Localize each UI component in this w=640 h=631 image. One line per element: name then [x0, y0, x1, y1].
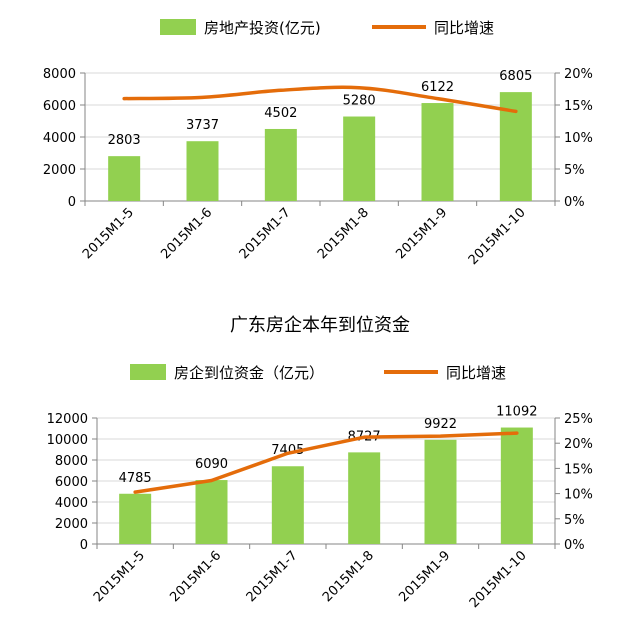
chart2-bar: [271, 466, 304, 544]
chart1-investment: 0 2000 4000 6000 8000 0% 5% 10% 15% 20% 2803 3737 45…: [43, 67, 593, 268]
chart2-legend-bar-swatch: [130, 364, 166, 380]
chart2-y-tick-label: 12000: [47, 412, 88, 427]
chart1-data-label: 6805: [499, 69, 532, 84]
chart2-y2-tick-label: 10%: [564, 488, 593, 503]
chart1-y-tick-label: 8000: [43, 67, 76, 82]
chart2-x-tick-label: 2015M1-9: [396, 548, 453, 605]
chart1-x-tick-label: 2015M1-10: [466, 205, 529, 268]
chart1-legend: 房地产投资(亿元) 同比增速: [160, 19, 494, 37]
chart2-legend-bar-label: 房企到位资金（亿元）: [174, 364, 324, 382]
chart2-y-tick-label: 8000: [55, 454, 88, 469]
chart1-y2-tick-label: 20%: [564, 67, 593, 82]
chart2-y2-tick-label: 25%: [564, 412, 593, 427]
chart2-y-tick-label: 4000: [55, 496, 88, 511]
chart1-x-tick-label: 2015M1-6: [158, 205, 215, 262]
chart1-bar: [343, 116, 376, 201]
chart1-data-label: 6122: [421, 80, 454, 95]
chart1-bar: [108, 156, 141, 201]
chart2-bar: [424, 439, 457, 544]
chart2-x-tick-label: 2015M1-6: [167, 548, 224, 605]
chart2-x-tick-label: 2015M1-10: [467, 548, 530, 611]
chart1-y2-tick-label: 10%: [564, 131, 593, 146]
chart2-y2-tick-label: 15%: [564, 462, 593, 477]
chart2-y2-tick-label: 20%: [564, 437, 593, 452]
chart2-bar: [119, 493, 152, 544]
chart1-bar: [186, 141, 219, 201]
chart2-bar: [195, 480, 228, 544]
chart2-bar: [500, 427, 533, 544]
chart1-y-tick-label: 6000: [43, 99, 76, 114]
chart1-y2-tick-label: 0%: [564, 195, 585, 210]
chart2-x-tick-label: 2015M1-7: [244, 548, 301, 605]
chart1-x-tick-label: 2015M1-7: [237, 205, 294, 262]
chart1-legend-bar-label: 房地产投资(亿元): [204, 19, 321, 37]
chart2-y-tick-label: 10000: [47, 433, 88, 448]
chart1-legend-line-label: 同比增速: [434, 19, 494, 37]
chart2-data-label: 11092: [496, 405, 537, 420]
chart1-growth-line: [122, 85, 518, 114]
chart1-data-label: 5280: [343, 94, 376, 109]
chart2-y-tick-label: 6000: [55, 475, 88, 490]
chart1-data-label: 2803: [108, 133, 141, 148]
chart2-growth-line: [133, 431, 519, 494]
chart2-data-label: 4785: [119, 471, 152, 486]
chart1-y2-tick-label: 15%: [564, 99, 593, 114]
chart2-legend-line-label: 同比增速: [446, 364, 506, 382]
chart1-y-tick-label: 2000: [43, 163, 76, 178]
chart1-legend-bar-swatch: [160, 19, 196, 35]
chart1-y-tick-label: 0: [68, 195, 76, 210]
chart1-bar: [264, 128, 297, 201]
chart2-data-label: 9922: [424, 417, 457, 432]
chart2-y2-tick-label: 5%: [564, 513, 585, 528]
chart2-y2-tick-label: 0%: [564, 538, 585, 553]
chart1-x-tick-label: 2015M1-9: [393, 205, 450, 262]
chart1-bar: [421, 103, 454, 201]
chart2-title: 广东房企本年到位资金: [230, 315, 410, 336]
chart2-x-tick-label: 2015M1-8: [320, 548, 377, 605]
chart2-y-tick-label: 0: [80, 538, 88, 553]
chart1-data-label: 3737: [186, 118, 219, 133]
chart2-funding: 0 2000 4000 6000 8000 10000 12000 0% 5% 10% 15% 20%…: [47, 405, 593, 611]
chart1-x-tick-label: 2015M1-5: [80, 205, 137, 262]
chart1-x-tick-label: 2015M1-8: [315, 205, 372, 262]
chart1-y-tick-label: 4000: [43, 131, 76, 146]
chart1-y2-tick-label: 5%: [564, 163, 585, 178]
chart2-y-tick-label: 2000: [55, 517, 88, 532]
chart2-legend: 房企到位资金（亿元） 同比增速: [130, 364, 506, 382]
chart2-x-tick-label: 2015M1-5: [91, 548, 148, 605]
chart1-data-label: 4502: [264, 106, 297, 121]
chart2-bar: [348, 452, 381, 544]
chart2-data-label: 6090: [195, 457, 228, 472]
